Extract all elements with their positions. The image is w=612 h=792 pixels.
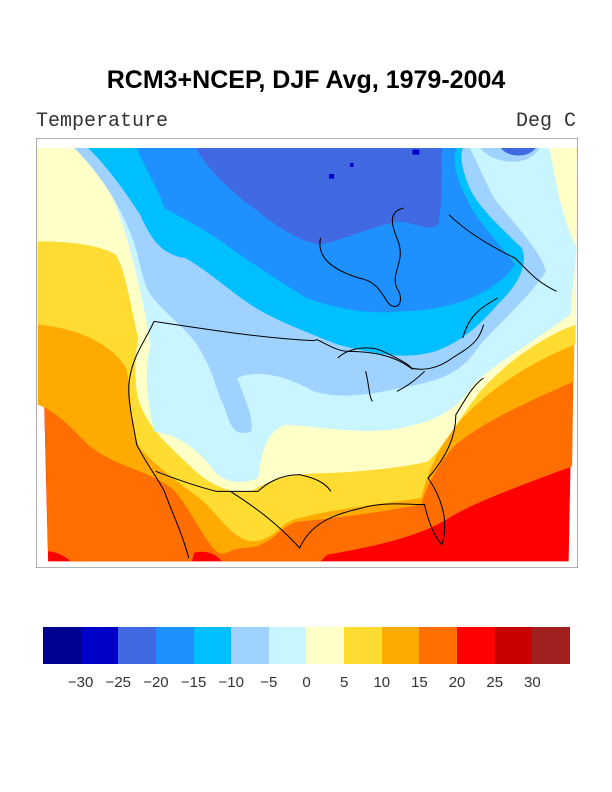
colorbar-tick-label: −20	[143, 674, 169, 691]
figure-title: RCM3+NCEP, DJF Avg, 1979-2004	[106, 66, 506, 94]
colorbar-swatch	[231, 627, 269, 664]
colorbar-swatch	[457, 627, 495, 664]
colorbar-swatch	[193, 627, 232, 664]
colorbar-swatch	[268, 627, 307, 664]
colorbar-tick-label: −5	[260, 674, 278, 691]
temperature-map	[36, 138, 578, 568]
colorbar-swatch	[43, 627, 81, 664]
us-mexico-border	[155, 470, 332, 492]
colorbar-tick-label: 10	[373, 674, 391, 691]
west-coast	[128, 321, 190, 559]
labrador-coast	[448, 214, 557, 339]
colorbar-swatch	[494, 627, 533, 664]
colorbar-tick-label: 15	[411, 674, 428, 691]
colorbar-tick-label: −25	[105, 674, 132, 691]
colorbar-tick-label: 5	[339, 674, 349, 691]
colorbar-swatch	[155, 627, 194, 664]
colorbar-swatch	[532, 627, 570, 664]
colorbar-tick-label: 20	[448, 674, 466, 691]
units-label: Deg C	[515, 110, 576, 133]
colorbar-tick-label: 25	[486, 674, 504, 691]
colorbar-swatch	[381, 627, 420, 664]
colorbar-tick-label: −30	[67, 674, 94, 691]
colorbar-tick-label: −15	[180, 674, 207, 691]
colorbar-swatch	[118, 627, 156, 664]
us-canada-border	[153, 320, 485, 370]
gulf-coast	[230, 377, 484, 549]
colorbar-swatch	[419, 627, 458, 664]
great-lakes	[337, 347, 425, 402]
temperature-contour-band	[195, 148, 536, 245]
colorbar-swatch	[344, 627, 382, 664]
political-boundaries	[128, 207, 557, 559]
colorbar-ticks: −30 −25 −20 −15 −10 −5 0 5 10 15 20 25 30	[43, 674, 570, 694]
colorbar-tick-label: 30	[524, 674, 541, 691]
colorbar-tick-label: −10	[218, 674, 244, 691]
variable-label: Temperature	[36, 110, 169, 133]
colorbar	[43, 627, 570, 664]
colorbar-swatch	[306, 627, 345, 664]
colorbar-swatch	[80, 627, 119, 664]
hudson-bay-coast	[319, 207, 404, 307]
colorbar-tick-label: 0	[302, 674, 311, 691]
